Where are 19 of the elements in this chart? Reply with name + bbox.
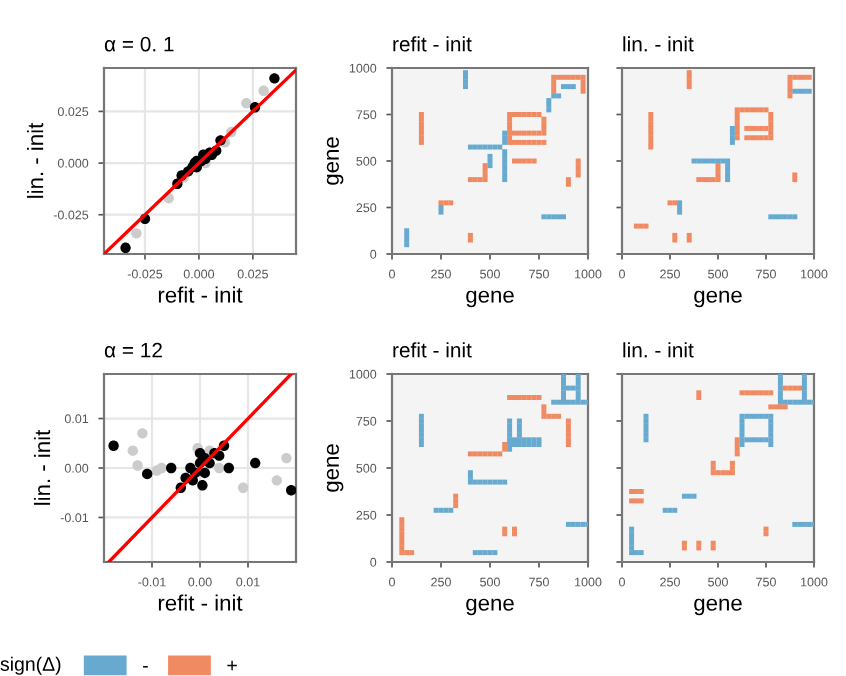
x-axis-title: gene xyxy=(694,598,742,616)
chart-title: refit - init xyxy=(393,342,472,358)
x-axis-title: refit - init xyxy=(158,286,243,303)
y-axis-title: lin. - init xyxy=(33,429,51,505)
x-axis-title: gene xyxy=(466,290,514,308)
legend-label: - xyxy=(143,666,148,668)
y-axis-title: gene xyxy=(326,137,344,185)
x-axis-title: refit - init xyxy=(158,594,243,611)
y-axis-title: lin. - init xyxy=(27,122,44,198)
x-axis-title: gene xyxy=(694,290,742,308)
legend-label: + xyxy=(227,660,237,671)
legend-title: sign(Δ) xyxy=(0,656,61,675)
x-axis-title: gene xyxy=(466,598,514,616)
chart-title: lin. - init xyxy=(623,36,694,52)
chart-title: lin. - init xyxy=(623,342,694,358)
y-axis-title: gene xyxy=(326,444,344,492)
chart-title: α = 0. 1 xyxy=(104,36,174,52)
chart-title: refit - init xyxy=(393,36,472,52)
chart-title: α = 12 xyxy=(104,342,162,358)
